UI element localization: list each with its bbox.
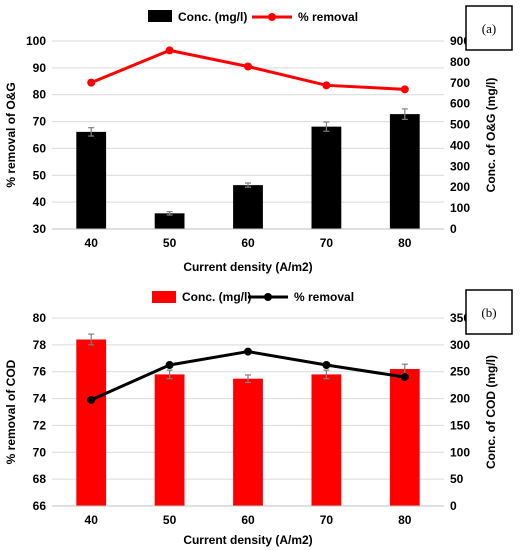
x-tick-label: 80 xyxy=(398,236,412,250)
x-tick-label: 40 xyxy=(85,236,99,250)
y-right-axis-title: Conc. of COD (mg/l) xyxy=(484,355,498,469)
y-left-tick-label: 40 xyxy=(33,195,47,209)
y-left-tick-label: 72 xyxy=(33,418,47,432)
legend-line-label: % removal xyxy=(294,290,354,304)
legend-bar-swatch xyxy=(152,291,176,303)
y-right-tick-label: 300 xyxy=(450,338,470,352)
y-left-tick-label: 30 xyxy=(33,222,47,236)
y-left-tick-label: 78 xyxy=(33,338,47,352)
x-tick-label: 50 xyxy=(163,236,177,250)
legend-line-marker xyxy=(264,293,272,301)
bar xyxy=(311,126,342,229)
x-tick-label: 40 xyxy=(85,513,99,527)
bar xyxy=(154,374,185,506)
x-tick-label: 50 xyxy=(163,513,177,527)
y-left-tick-label: 76 xyxy=(33,365,47,379)
chart-panel-1: 30 40 50 60 70 80 90 100 0 100 200 300 400 500 600 700 8… xyxy=(4,5,513,274)
legend-line-marker xyxy=(268,13,276,21)
series-point xyxy=(322,361,331,369)
y-right-tick-label: 100 xyxy=(450,445,470,459)
panel-label-box xyxy=(465,5,513,51)
x-axis-title: Current density (A/m2) xyxy=(183,533,312,547)
y-left-axis-title: % removal of O&G xyxy=(4,82,18,187)
y-right-tick-label: 300 xyxy=(450,159,470,173)
y-left-tick-label: 70 xyxy=(33,445,47,459)
y-left-tick-label: 90 xyxy=(33,61,47,75)
panel-label: (b) xyxy=(481,305,496,320)
series-point xyxy=(87,78,96,87)
bar xyxy=(154,213,185,229)
bar xyxy=(76,339,107,506)
bar xyxy=(389,114,420,229)
y-right-tick-label: 400 xyxy=(450,138,470,152)
x-tick-label: 70 xyxy=(320,236,334,250)
bar xyxy=(389,369,420,506)
y-right-tick-label: 0 xyxy=(450,222,457,236)
y-right-tick-label: 600 xyxy=(450,97,470,111)
legend-line-label: % removal xyxy=(298,10,358,24)
y-left-tick-label: 80 xyxy=(33,311,47,325)
y-right-tick-label: 800 xyxy=(450,55,470,69)
y-left-tick-label: 80 xyxy=(33,88,47,102)
y-right-axis-title: Conc. of O&G (mg/l) xyxy=(484,78,498,193)
series-point xyxy=(400,373,409,382)
x-tick-label: 70 xyxy=(320,513,334,527)
y-right-tick-label: 500 xyxy=(450,118,470,132)
y-right-tick-label: 200 xyxy=(450,392,470,406)
y-left-tick-label: 74 xyxy=(33,392,47,406)
series-point xyxy=(400,85,409,94)
legend-bar-label: Conc. (mg/l) xyxy=(182,290,251,304)
y-right-tick-label: 50 xyxy=(450,472,464,486)
panel-label: (a) xyxy=(482,21,496,36)
series-point xyxy=(165,361,174,369)
x-tick-label: 80 xyxy=(398,513,412,527)
series-point xyxy=(87,395,96,404)
y-right-tick-label: 250 xyxy=(450,365,470,379)
series-point xyxy=(244,347,252,356)
legend-bar-swatch xyxy=(148,10,172,22)
bar xyxy=(76,131,107,229)
y-right-tick-label: 200 xyxy=(450,180,470,194)
y-right-tick-label: 150 xyxy=(450,418,470,432)
y-left-axis-title: % removal of COD xyxy=(4,359,18,464)
series-point xyxy=(165,46,174,55)
panel-label-box xyxy=(465,289,513,335)
bar xyxy=(233,185,263,229)
y-left-tick-label: 100 xyxy=(26,34,46,48)
x-tick-label: 60 xyxy=(241,236,255,250)
y-left-tick-label: 60 xyxy=(33,141,47,155)
bar xyxy=(233,378,263,506)
x-tick-label: 60 xyxy=(241,513,255,527)
series-point xyxy=(244,62,252,71)
bar xyxy=(311,374,342,506)
legend-bar-label: Conc. (mg/l) xyxy=(178,10,247,24)
y-left-tick-label: 68 xyxy=(33,472,47,486)
y-left-tick-label: 70 xyxy=(33,115,47,129)
y-right-tick-label: 100 xyxy=(450,201,470,215)
y-left-tick-label: 66 xyxy=(33,499,47,513)
y-left-tick-label: 50 xyxy=(33,168,47,182)
y-right-tick-label: 700 xyxy=(450,76,470,90)
series-point xyxy=(322,81,331,90)
y-right-tick-label: 0 xyxy=(450,499,457,513)
x-axis-title: Current density (A/m2) xyxy=(183,260,312,274)
